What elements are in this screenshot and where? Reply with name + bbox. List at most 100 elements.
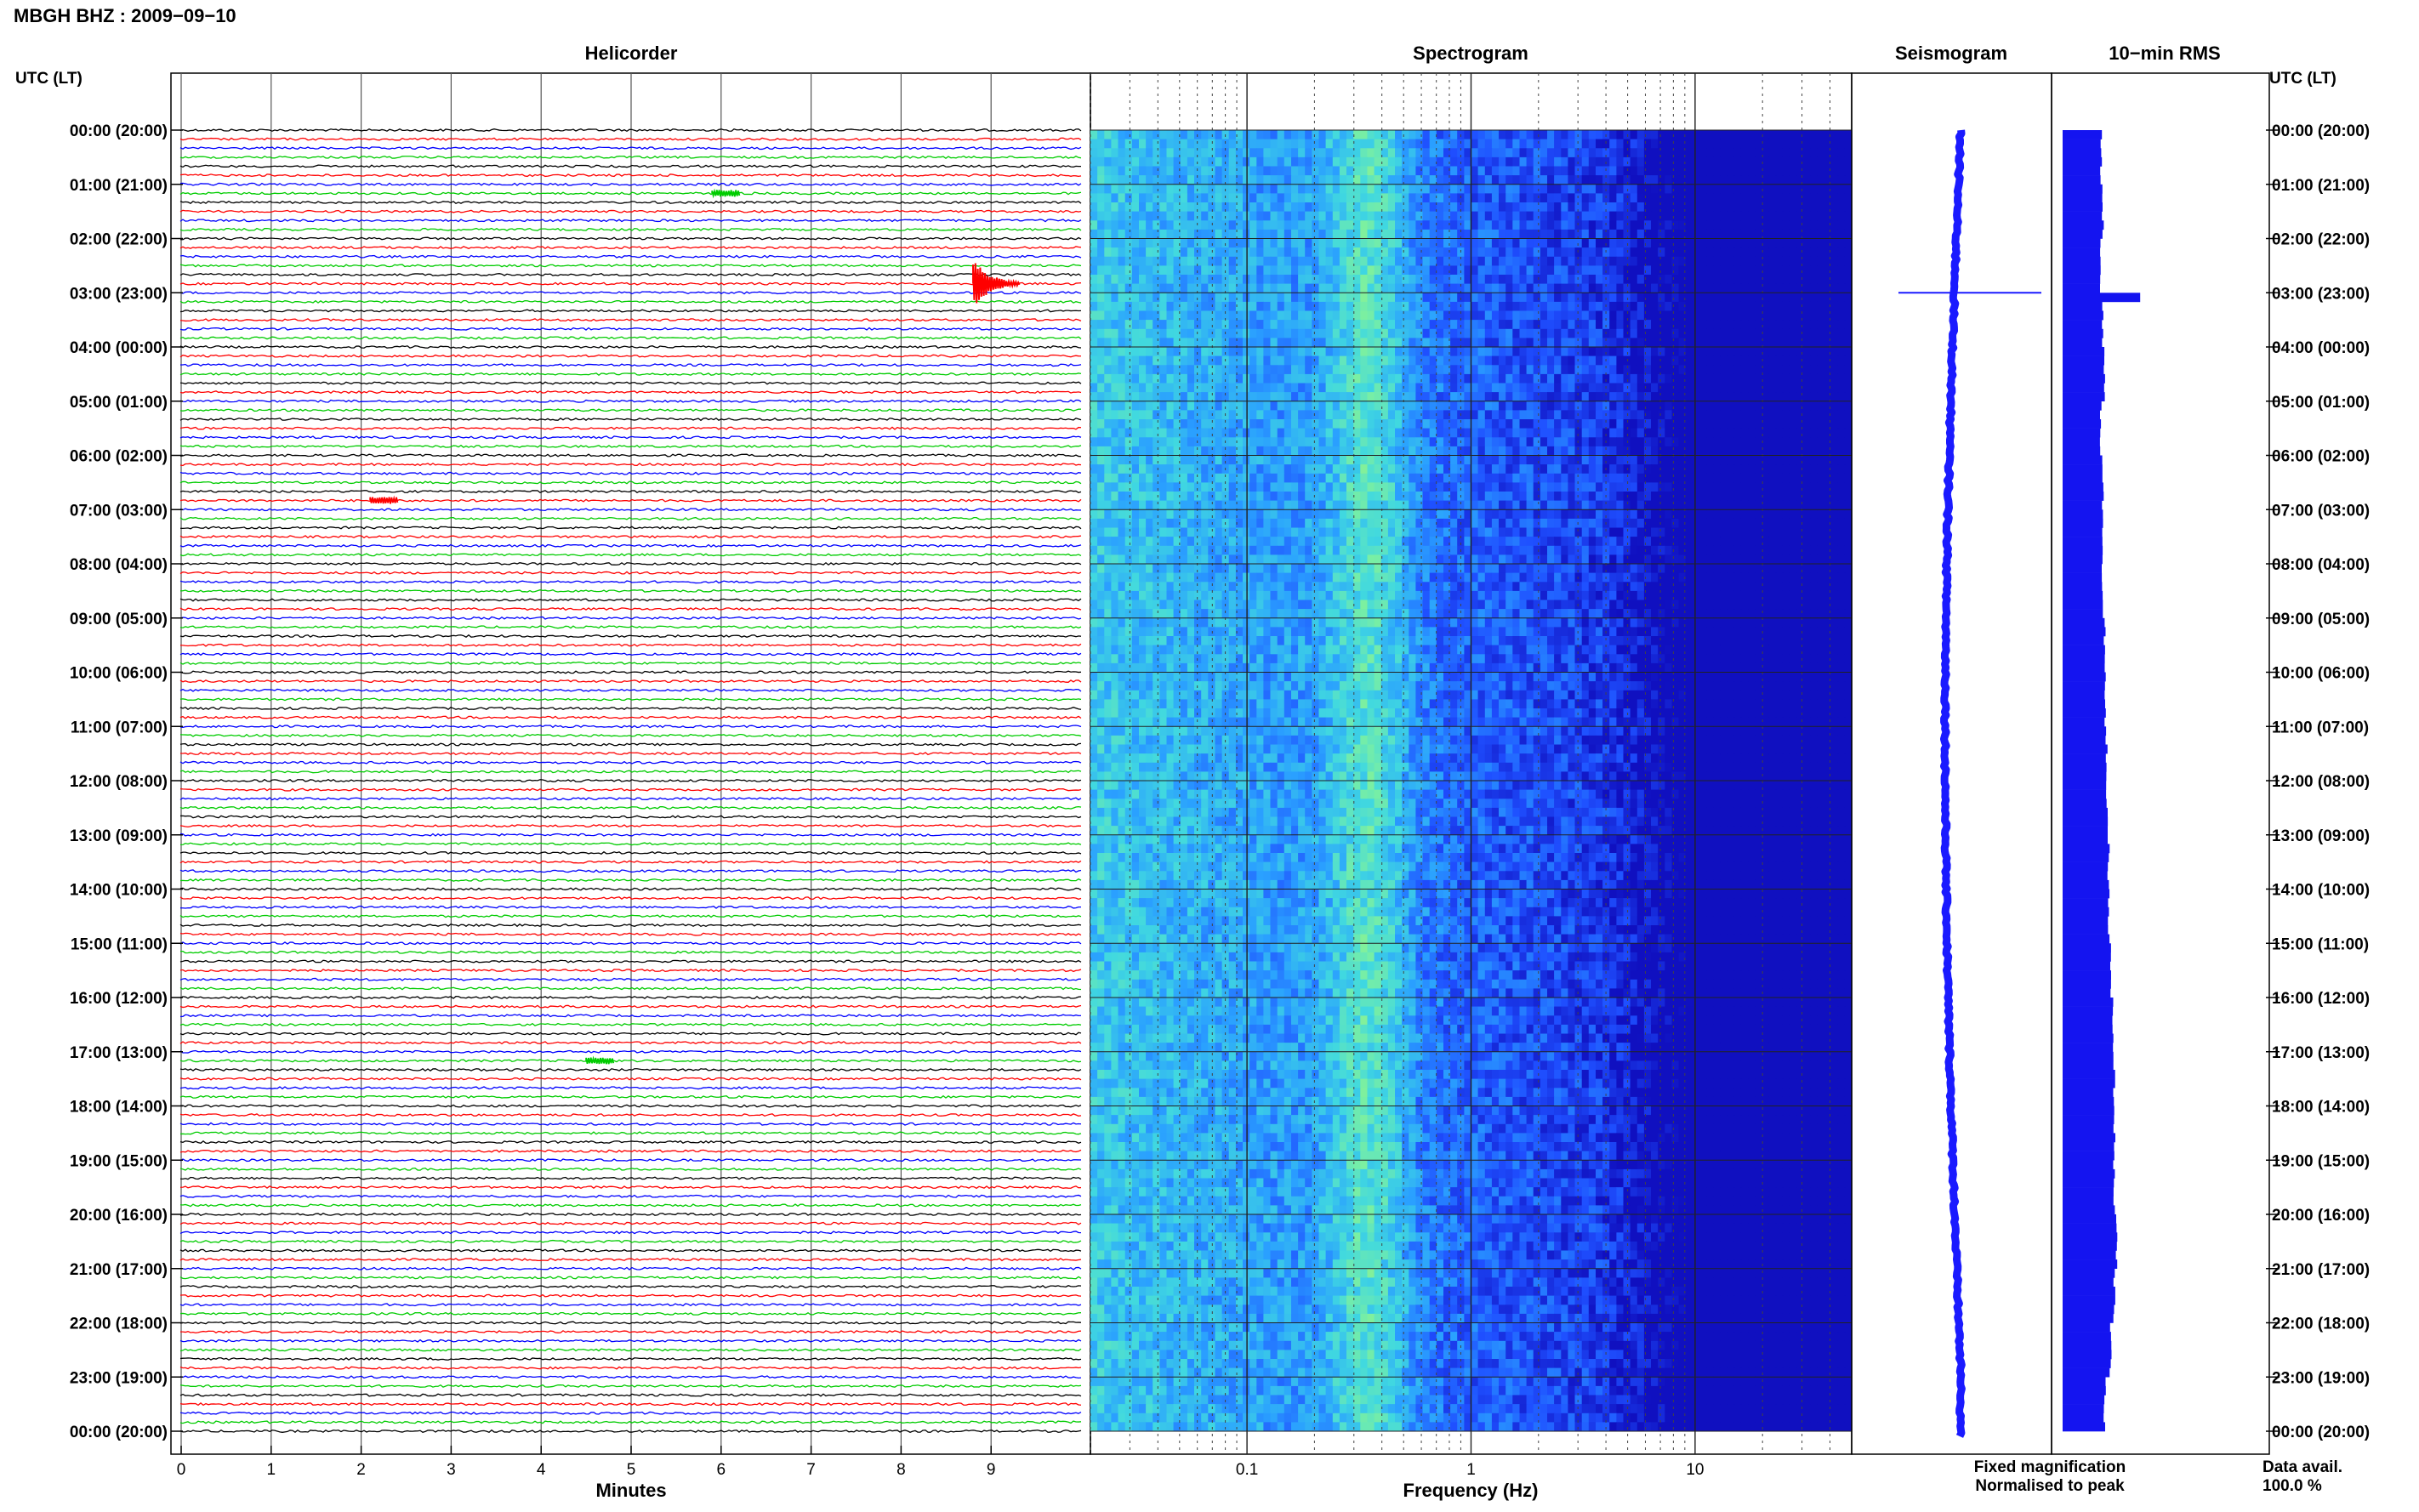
spectrogram-cell (1436, 509, 1444, 520)
spectrogram-cell (1111, 347, 1119, 356)
spectrogram-cell (1547, 320, 1555, 330)
spectrogram-cell (1325, 275, 1334, 284)
spectrogram-cell (1367, 338, 1375, 348)
spectrogram-cell (1387, 229, 1396, 239)
spectrogram-cell (1090, 220, 1098, 230)
spectrogram-cell (1263, 148, 1272, 158)
spectrogram-cell (1256, 229, 1264, 239)
spectrogram-cell (1131, 464, 1140, 475)
spectrogram-cell (1499, 365, 1506, 375)
spectrogram-cell (1208, 139, 1215, 149)
spectrogram-cell (1443, 428, 1451, 438)
spectrogram-cell (1789, 139, 1797, 149)
spectrogram-cell (1561, 256, 1568, 266)
spectrogram-cell (1665, 446, 1672, 456)
helicorder-trace (179, 309, 1082, 313)
spectrogram-cell (1727, 347, 1735, 356)
time-label-right: 16:00 (12:00) (2272, 990, 2370, 1008)
spectrogram-cell (1166, 275, 1175, 284)
spectrogram-cell (1139, 229, 1147, 239)
spectrogram-cell (1360, 184, 1368, 194)
spectrogram-cell (1636, 392, 1645, 402)
spectrogram-cell (1146, 184, 1153, 194)
spectrogram-cell (1270, 193, 1278, 203)
spectrogram-cell (1581, 175, 1590, 185)
spectrogram-cell (1332, 428, 1340, 438)
spectrogram-cell (1332, 265, 1340, 276)
helicorder-trace (179, 408, 1082, 412)
spectrogram-cell (1512, 310, 1520, 321)
spectrogram-cell (1733, 482, 1742, 492)
spectrogram-cell (1173, 373, 1181, 384)
spectrogram-cell (1415, 166, 1424, 176)
spectrogram-cell (1574, 383, 1583, 393)
spectrogram-cell (1374, 365, 1382, 375)
spectrogram-cell (1526, 202, 1534, 212)
helicorder-trace (179, 1393, 1082, 1397)
spectrogram-cell (1305, 320, 1312, 330)
spectrogram-cell (1374, 355, 1382, 366)
spectrogram-cell (1651, 310, 1659, 321)
spectrogram-cell (1208, 482, 1215, 492)
spectrogram-cell (1124, 130, 1133, 139)
spectrogram-cell (1643, 156, 1652, 167)
spectrogram-cell (1228, 355, 1237, 366)
spectrogram-cell (1208, 156, 1215, 167)
spectrogram-cell (1208, 229, 1215, 239)
spectrogram-cell (1153, 293, 1160, 303)
spectrogram-cell (1733, 428, 1742, 438)
helicorder-trace (179, 1158, 1082, 1162)
spectrogram-cell (1762, 410, 1769, 420)
spectrogram-cell (1678, 166, 1687, 176)
spectrogram-cell (1409, 166, 1416, 176)
spectrogram-cell (1596, 473, 1603, 483)
spectrogram-cell (1166, 473, 1175, 483)
spectrogram-cell (1740, 229, 1749, 239)
spectrogram-cell (1443, 373, 1451, 384)
spectrogram-cell (1118, 220, 1126, 230)
spectrogram-cell (1153, 130, 1160, 139)
spectrogram-cell (1630, 401, 1638, 411)
spectrogram-cell (1422, 148, 1431, 158)
spectrogram-cell (1153, 184, 1160, 194)
spectrogram-cell (1235, 320, 1244, 330)
spectrogram-cell (1740, 275, 1749, 284)
spectrogram-cell (1325, 473, 1334, 483)
spectrogram-cell (1671, 310, 1680, 321)
spectrogram-cell (1256, 392, 1264, 402)
spectrogram-cell (1636, 383, 1645, 393)
spectrogram-cell (1512, 428, 1520, 438)
x-tick-label: 1 (267, 1461, 276, 1479)
spectrogram-cell (1436, 410, 1444, 420)
spectrogram-cell (1111, 301, 1119, 311)
spectrogram-cell (1298, 184, 1306, 194)
spectrogram-cell (1146, 410, 1153, 420)
spectrogram-cell (1215, 338, 1223, 348)
spectrogram-cell (1727, 238, 1735, 248)
spectrogram-cell (1235, 410, 1244, 420)
spectrogram-cell (1464, 401, 1472, 411)
spectrogram-cell (1256, 482, 1264, 492)
spectrogram-cell (1713, 139, 1721, 149)
spectrogram-cell (1173, 320, 1181, 330)
spectrogram-cell (1720, 148, 1728, 158)
spectrogram-cell (1201, 193, 1209, 203)
spectrogram-cell (1609, 509, 1617, 520)
spectrogram-cell (1409, 310, 1416, 321)
spectrogram-cell (1270, 410, 1278, 420)
spectrogram-cell (1104, 401, 1112, 411)
spectrogram-cell (1332, 500, 1340, 510)
spectrogram-cell (1568, 275, 1576, 284)
spectrogram-cell (1457, 320, 1465, 330)
spectrogram-cell (1111, 473, 1119, 483)
spectrogram-cell (1643, 428, 1652, 438)
spectrogram-cell (1436, 139, 1444, 149)
spectrogram-cell (1201, 464, 1209, 475)
spectrogram-cell (1464, 283, 1472, 293)
spectrogram-cell (1360, 238, 1368, 248)
spectrogram-cell (1574, 320, 1583, 330)
spectrogram-cell (1312, 482, 1320, 492)
spectrogram-cell (1380, 175, 1389, 185)
spectrogram-cell (1540, 338, 1548, 348)
spectrogram-cell (1658, 256, 1665, 266)
